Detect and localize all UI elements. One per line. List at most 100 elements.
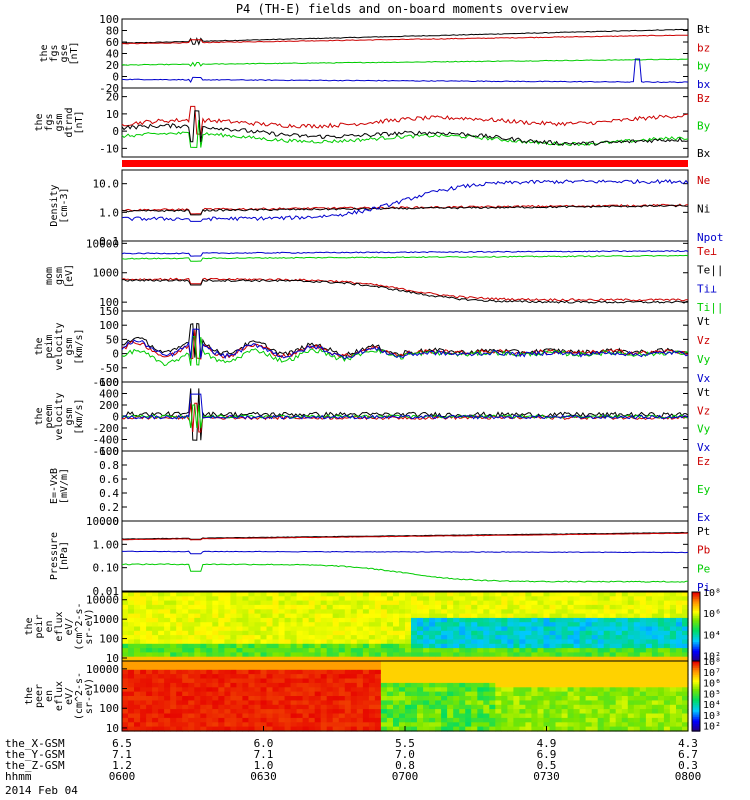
spectrogram-cell [308, 726, 316, 732]
spectrogram-cell [405, 626, 412, 632]
spectrogram-cell [639, 643, 647, 649]
y-axis-label: [eV] [64, 264, 75, 288]
spectrogram-cell [284, 682, 292, 688]
spectrogram-cell [543, 687, 551, 693]
spectrogram-cell [188, 592, 195, 597]
spectrogram-cell [182, 635, 189, 640]
spectrogram-cell [128, 639, 135, 645]
colorbar-cell [692, 602, 700, 605]
spectrogram-cell [308, 609, 316, 615]
spectrogram-cell [591, 643, 599, 649]
y-axis-label: [km/s] [74, 328, 85, 364]
spectrogram-cell [326, 665, 334, 671]
spectrogram-cell [561, 656, 569, 662]
spectrogram-cell [435, 609, 442, 615]
spectrogram-cell [332, 613, 340, 619]
spectrogram-cell [676, 656, 683, 662]
colorbar-label: 10³ [703, 711, 721, 722]
y-tick-label: 10000 [86, 237, 119, 250]
colorbar-cell [692, 600, 700, 603]
spectrogram-cell [344, 682, 352, 688]
spectrogram-cell [224, 700, 231, 706]
spectrogram-cell [284, 661, 292, 666]
spectrogram-cell [459, 600, 466, 606]
spectrogram-cell [296, 652, 304, 658]
spectrogram-cell [519, 639, 526, 645]
spectrogram-cell [645, 717, 653, 723]
spectrogram-cell [531, 687, 538, 693]
spectrogram-cell [362, 652, 370, 658]
spectrogram-cell [531, 600, 538, 606]
spectrogram-cell [362, 622, 370, 628]
spectrogram-cell [266, 630, 274, 636]
spectrogram-cell [682, 696, 689, 701]
spectrogram-cell [212, 617, 219, 623]
spectrogram-cell [507, 626, 514, 632]
spectrogram-cell [609, 656, 617, 662]
spectrogram-cell [615, 604, 623, 610]
colorbar-label: 10⁶ [703, 609, 721, 620]
spectrogram-cell [682, 661, 689, 666]
colorbar-cell [692, 678, 700, 681]
spectrogram-cell [326, 596, 334, 602]
series-Pi [122, 550, 689, 555]
spectrogram-cell [260, 596, 268, 602]
spectrogram-cell [489, 669, 496, 675]
spectrogram-cell [290, 604, 298, 610]
y-axis-label: the [24, 617, 35, 635]
spectrogram-cell [609, 626, 617, 632]
spectrogram-cell [338, 613, 346, 619]
spectrogram-cell [188, 691, 195, 697]
spectrogram-cell [176, 682, 183, 688]
colorbar-cell [692, 607, 700, 610]
spectrogram-cell [188, 696, 195, 701]
spectrogram-cell [573, 635, 581, 640]
spectrogram-cell [362, 596, 370, 602]
spectrogram-cell [134, 704, 141, 710]
spectrogram-cell [483, 691, 490, 697]
spectrogram-cell [308, 639, 316, 645]
spectrogram-cell [393, 669, 400, 675]
spectrogram-cell [603, 592, 611, 597]
spectrogram-cell [477, 656, 484, 662]
spectrogram-cell [453, 665, 460, 671]
spectrogram-cell [332, 722, 340, 728]
spectrogram-cell [236, 630, 243, 636]
spectrogram-cell [567, 700, 575, 706]
spectrogram-cell [218, 639, 225, 645]
spectrogram-cell [435, 678, 442, 684]
spectrogram-cell [447, 696, 454, 701]
y-tick-label: -400 [93, 434, 120, 447]
spectrogram-cell [272, 613, 280, 619]
colorbar-label: 10⁸ [703, 657, 721, 668]
spectrogram-cell [603, 661, 611, 666]
spectrogram-cell [579, 604, 587, 610]
spectrogram-cell [158, 682, 165, 688]
spectrogram-cell [362, 609, 370, 615]
spectrogram-cell [513, 626, 520, 632]
spectrogram-cell [266, 643, 274, 649]
y-axis-label: gsm [64, 337, 75, 355]
spectrogram-cell [567, 687, 575, 693]
spectrogram-cell [332, 630, 340, 636]
spectrogram-cell [615, 661, 623, 666]
spectrogram-cell [230, 600, 237, 606]
spectrogram-cell [651, 722, 659, 728]
spectrogram-cell [441, 630, 448, 636]
spectrogram-cell [362, 669, 370, 675]
spectrogram-cell [393, 648, 400, 653]
spectrogram-cell [471, 592, 478, 597]
spectrogram-cell [332, 709, 340, 715]
spectrogram-cell [495, 709, 502, 715]
spectrogram-cell [651, 613, 659, 619]
spectrogram-cell [393, 600, 400, 606]
spectrogram-cell [682, 622, 689, 628]
spectrogram-cell [501, 609, 508, 615]
spectrogram-cell [314, 592, 322, 597]
spectrogram-cell [380, 630, 388, 636]
spectrogram-cell [669, 700, 677, 706]
spectrogram-cell [561, 596, 569, 602]
spectrogram-cell [266, 639, 274, 645]
spectrogram-cell [495, 674, 502, 680]
spectrogram-cell [302, 635, 310, 640]
